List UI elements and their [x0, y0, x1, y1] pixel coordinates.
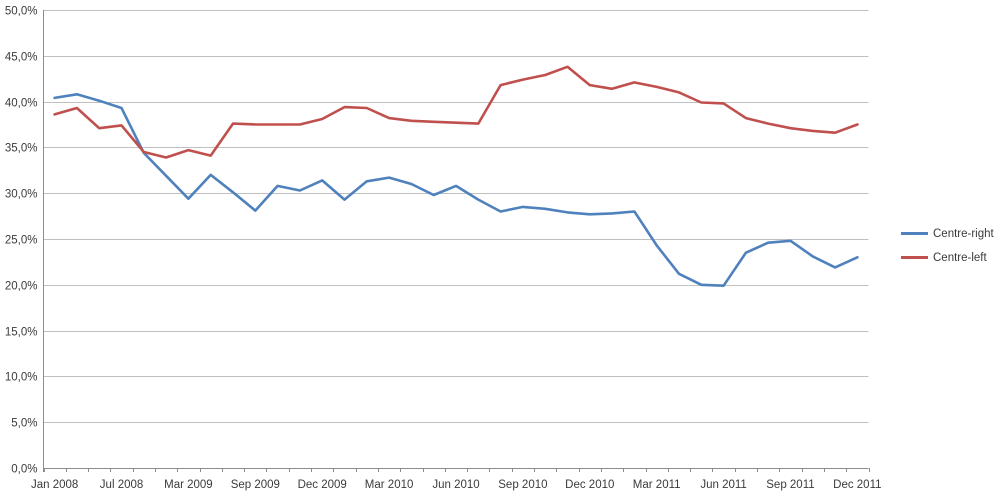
y-axis-label: 15,0% [5, 327, 38, 339]
x-axis-label: Mar 2009 [164, 479, 213, 491]
x-axis-label: Sep 2009 [231, 479, 280, 491]
y-axis-label: 5,0% [11, 418, 37, 430]
legend-label: Centre-left [933, 251, 987, 264]
y-axis-label: 45,0% [5, 52, 38, 64]
legend-item-centre-left: Centre-left [901, 250, 994, 265]
y-axis-label: 0,0% [11, 464, 37, 476]
y-axis-label: 30,0% [5, 189, 38, 201]
y-axis-label: 10,0% [5, 372, 38, 384]
legend-line-swatch-centre-right [901, 232, 928, 235]
x-axis-label: Dec 2010 [565, 479, 614, 491]
y-axis-label: 20,0% [5, 281, 38, 293]
y-axis-label: 40,0% [5, 98, 38, 110]
y-axis-label: 35,0% [5, 143, 38, 155]
x-axis-label: Dec 2009 [298, 479, 347, 491]
legend: Centre-right Centre-left [901, 226, 994, 265]
y-axis-label: 50,0% [5, 6, 38, 18]
x-axis-label: Dec 2011 [833, 479, 881, 491]
x-axis-label: Sep 2010 [498, 479, 547, 491]
x-axis-label: Jul 2008 [100, 479, 143, 491]
y-axis-label: 25,0% [5, 235, 38, 247]
x-axis-label: Mar 2011 [633, 479, 681, 491]
x-axis-label: Jun 2010 [432, 479, 479, 491]
legend-line-swatch-centre-left [901, 256, 928, 259]
series-line-centre-left [53, 65, 859, 159]
legend-label: Centre-right [933, 227, 994, 240]
legend-item-centre-right: Centre-right [901, 226, 994, 241]
x-axis-label: Jan 2008 [31, 479, 78, 491]
x-axis-label: Jun 2011 [700, 479, 746, 491]
series-line-centre-right [53, 93, 859, 288]
x-axis-label: Mar 2010 [365, 479, 414, 491]
x-axis-label: Sep 2011 [766, 479, 814, 491]
